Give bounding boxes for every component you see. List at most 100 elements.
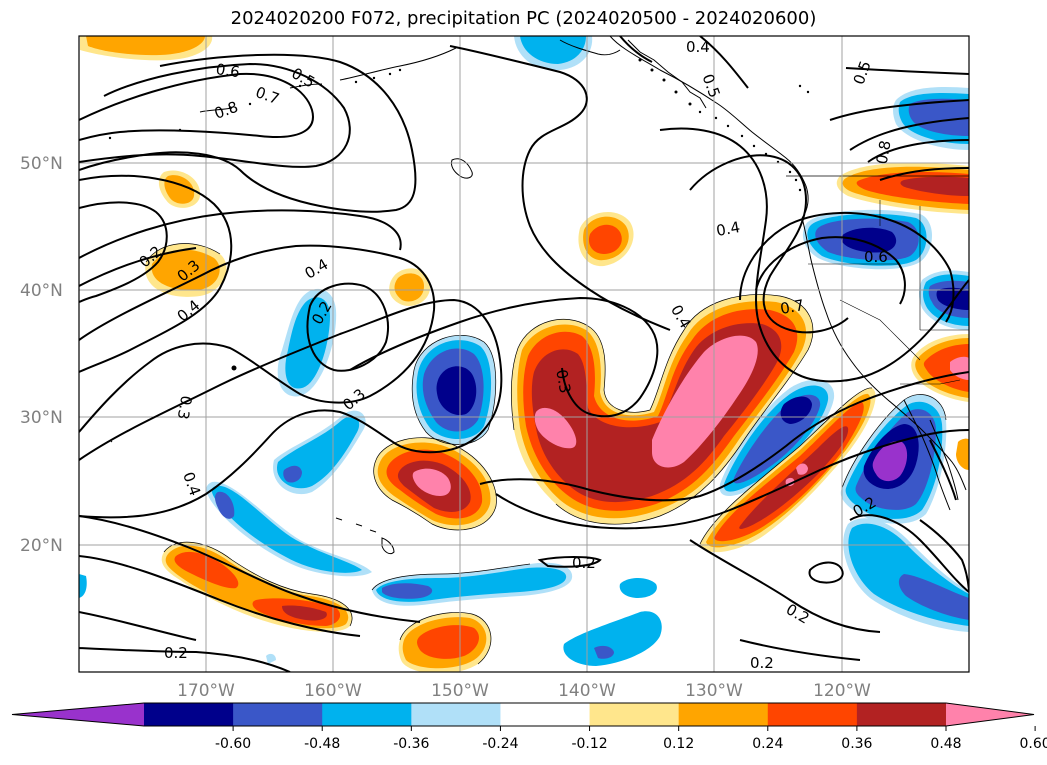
contour-label: 0.2 [572, 554, 596, 572]
colorbar-tick-label: -0.60 [215, 736, 251, 752]
positive-anomaly-patch [588, 224, 622, 254]
negative-anomaly-patch [908, 98, 969, 136]
positive-anomaly-patch [652, 335, 758, 468]
isoline [808, 561, 844, 584]
lon-label: 170°W [177, 681, 235, 701]
positive-anomaly-patch [282, 605, 327, 621]
contour-label: 0.3 [552, 368, 574, 395]
contour-label: 0.3 [174, 394, 196, 421]
isoline [79, 611, 197, 641]
isoline [659, 127, 969, 383]
isoline [79, 174, 233, 373]
lon-label: 130°W [685, 681, 743, 701]
positive-anomaly-patch [534, 407, 577, 449]
colorbar-segment [856, 703, 947, 726]
isoline [537, 556, 602, 568]
isoline [739, 639, 861, 661]
colorbar-outline [11, 702, 1035, 727]
isoline [929, 439, 957, 501]
negative-anomaly-patch [872, 440, 908, 482]
isoline [79, 244, 436, 433]
positive-anomaly-patch [394, 273, 424, 302]
shading-layer [79, 36, 969, 672]
positive-anomaly-patch [785, 463, 808, 487]
contour-label: 0.8 [873, 139, 895, 166]
isolines [79, 36, 969, 672]
negative-anomaly-patch [215, 491, 235, 519]
isoline [845, 67, 969, 75]
colorbar-extend-min [12, 703, 144, 726]
contour-label: 0.6 [864, 248, 888, 266]
contour-label: 0.2 [164, 644, 188, 662]
negative-anomaly-patch [898, 574, 969, 620]
colorbar-tick-label: 0.36 [841, 736, 872, 752]
colorbar-tick-label: 0.24 [752, 736, 783, 752]
negative-anomaly-patch [283, 465, 302, 483]
lon-label: 120°W [813, 681, 871, 701]
contour-label: 0.4 [686, 38, 710, 56]
isoline [79, 209, 402, 259]
colorbar-tick-label: -0.12 [571, 736, 607, 752]
colorbar: -0.60 -0.48 -0.36 -0.24 -0.12 0.12 0.24 0.36 0.4… [11, 702, 1047, 752]
isoline [79, 72, 314, 141]
colorbar-tick-label: -0.36 [393, 736, 429, 752]
negative-anomaly-patch [841, 227, 897, 253]
colorbar-segment [144, 703, 234, 726]
isoline [306, 282, 389, 372]
isoline [79, 647, 291, 672]
isoline [449, 45, 671, 331]
negative-anomaly-patch [382, 583, 433, 599]
colorbar-segment [322, 703, 412, 726]
positive-anomaly-patch [900, 176, 969, 196]
lat-label: 30°N [20, 408, 63, 428]
negative-anomaly-patch [594, 645, 614, 659]
isoline [879, 167, 969, 181]
isoline [689, 154, 849, 334]
isoline [79, 555, 361, 637]
colorbar-segment [678, 703, 769, 726]
contour-label: 0.2 [750, 654, 774, 672]
lat-label: 20°N [20, 536, 63, 556]
colorbar-tick-label: -0.48 [304, 736, 340, 752]
negative-anomaly-patch [266, 653, 276, 664]
colorbar-tick-label: -0.24 [482, 736, 518, 752]
contour-label: 0.7 [779, 296, 806, 318]
isoline [699, 36, 749, 89]
colorbar-segment [767, 703, 858, 726]
positive-anomaly-patch [417, 625, 479, 659]
isoline [79, 62, 351, 168]
negative-anomaly-patch [563, 611, 662, 666]
isoline [689, 539, 881, 633]
isoline [849, 514, 969, 593]
positive-anomaly-patch [714, 402, 864, 542]
negative-anomaly-patch [79, 574, 87, 598]
colorbar-tick-label: 0.12 [663, 736, 694, 752]
chart-title: 2024020200 F072, precipitation PC (20240… [230, 8, 817, 29]
isoline [867, 139, 969, 163]
lat-label: 40°N [20, 281, 63, 301]
isoline [479, 371, 969, 502]
positive-anomaly-patch [923, 344, 969, 392]
contour-label: 0.6 [215, 60, 241, 81]
negative-anomaly-patch [436, 366, 477, 416]
lon-label: 140°W [558, 681, 616, 701]
positive-anomaly-patch [412, 468, 451, 496]
negative-anomaly-patch [619, 578, 657, 598]
lat-label: 50°N [20, 154, 63, 174]
negative-anomaly-patch [211, 485, 362, 573]
longitude-labels: 170°W 160°W 150°W 140°W 130°W 120°W [177, 681, 871, 701]
colorbar-segment [500, 703, 591, 726]
isoline [739, 211, 955, 323]
positive-anomaly-patch [151, 249, 220, 291]
isoline [79, 247, 197, 287]
contour-label: 0.4 [715, 218, 742, 240]
lon-label: 150°W [431, 681, 489, 701]
isoline [79, 53, 417, 213]
latitude-labels: 50°N 40°N 30°N 20°N [20, 154, 63, 556]
colorbar-segment [589, 703, 680, 726]
colorbar-tick-label: 0.60 [1020, 736, 1047, 752]
isoline [349, 296, 659, 418]
isoline [619, 36, 653, 63]
isoline [829, 99, 969, 121]
